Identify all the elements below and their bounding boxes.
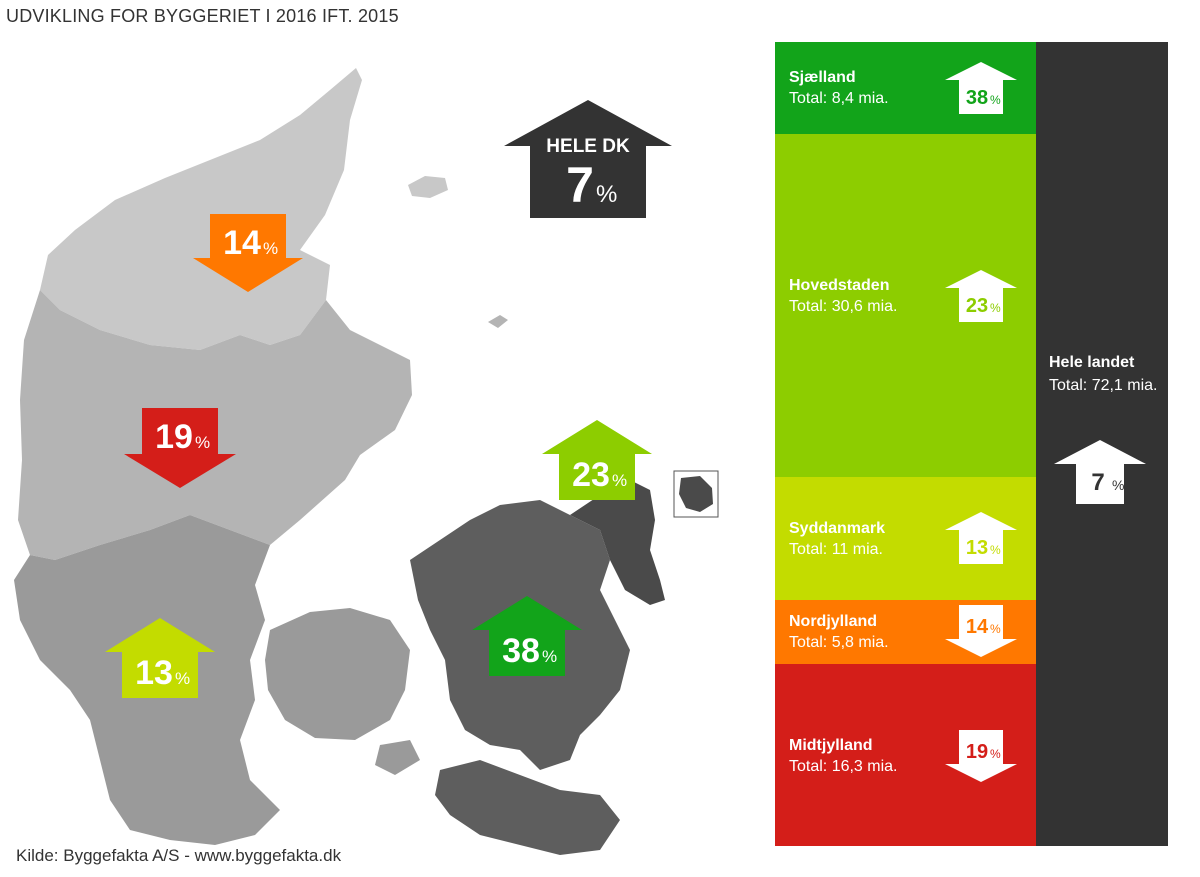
segment-pct-value: 13 [966, 537, 988, 559]
map-arrow-sjaelland-value: 38 [502, 632, 540, 670]
island-anholt [488, 315, 508, 328]
segment-name: Nordjylland [789, 613, 878, 630]
segment-pct-value: 23 [966, 295, 988, 317]
segment-hovedstaden: Hovedstaden Total: 30,6 mia. 23% [775, 134, 1036, 477]
map-arrow-sjaelland-up-icon [472, 596, 582, 676]
denmark-map: HELE DK7 %14 %19 %13 %38 %23% [14, 68, 719, 855]
region-sjaelland-lolland [435, 760, 620, 855]
map-arrow-national-unit: % [596, 181, 617, 208]
map-arrow-national-up-icon [504, 100, 672, 218]
map-arrow-national-value: 7 [566, 157, 594, 213]
segment-midtjylland: Midtjylland Total: 16,3 mia. 19% [775, 664, 1036, 846]
map-arrow-syddanmark-value: 13 [135, 654, 173, 692]
map-arrow-hovedstaden-up-icon [542, 420, 652, 500]
map-arrow-syddanmark-up-icon [105, 618, 215, 698]
region-hovedstaden-bornholm [679, 476, 713, 512]
segment-pct-unit: % [990, 747, 1001, 761]
region-nordjylland [40, 68, 362, 350]
segment-total: Total: 8,4 mia. [789, 90, 889, 107]
total-column: Hele landet Total: 72,1 mia. 7 % [1036, 42, 1168, 846]
segment-name: Hovedstaden [789, 277, 890, 294]
segment-name: Syddanmark [789, 520, 886, 537]
segment-arrow-down-icon: 14% [945, 605, 1017, 657]
segment-arrow-down-icon: 19% [945, 730, 1017, 782]
segment-total: Total: 11 mia. [789, 541, 883, 558]
map-arrow-hovedstaden-value: 23 [572, 456, 610, 494]
segment-pct-value: 19 [966, 741, 988, 763]
segment-sjælland: Sjælland Total: 8,4 mia. 38% [775, 42, 1036, 134]
segment-syddanmark: Syddanmark Total: 11 mia. 13% [775, 477, 1036, 600]
segment-arrow-up-icon: 23% [945, 270, 1017, 322]
segment-pct-unit: % [990, 622, 1001, 636]
chart-title: UDVIKLING FOR BYGGERIET I 2016 IFT. 2015 [6, 6, 399, 26]
source-note: Kilde: Byggefakta A/S - www.byggefakta.d… [16, 846, 342, 865]
total-arrow-up-icon: 7 % [1054, 440, 1146, 504]
total-amount: Total: 72,1 mia. [1049, 377, 1158, 394]
map-arrows: HELE DK7 %14 %19 %13 %38 %23% [105, 100, 672, 698]
segment-arrow-up-icon: 38% [945, 62, 1017, 114]
region-totals-panel: Sjælland Total: 8,4 mia. 38% Hovedstaden Tot… [775, 42, 1168, 846]
segment-total: Total: 30,6 mia. [789, 298, 898, 315]
segment-total: Total: 16,3 mia. [789, 758, 898, 775]
region-syddanmark-islands [375, 740, 420, 775]
segment-pct-unit: % [990, 543, 1001, 557]
map-arrow-midtjylland-down-icon [124, 408, 236, 488]
region-hovedstaden [570, 480, 665, 605]
segment-pct-value: 38 [966, 87, 988, 109]
segment-pct-unit: % [990, 301, 1001, 315]
segment-total: Total: 5,8 mia. [789, 634, 889, 651]
map-arrow-nordjylland-unit: % [263, 239, 278, 258]
segment-arrow-up-icon: 13% [945, 512, 1017, 564]
segment-nordjylland: Nordjylland Total: 5,8 mia. 14% [775, 600, 1036, 664]
island-laeso [408, 176, 448, 198]
region-syddanmark-funen [265, 608, 410, 740]
segment-pct-unit: % [990, 93, 1001, 107]
segment-name: Midtjylland [789, 737, 873, 754]
total-pct-value: 7 [1091, 469, 1104, 496]
map-arrow-hovedstaden-unit: % [612, 471, 627, 490]
map-arrow-midtjylland-unit: % [195, 433, 210, 452]
map-arrow-national-label: HELE DK [546, 136, 630, 157]
segment-name: Sjælland [789, 69, 856, 86]
map-arrow-nordjylland-value: 14 [223, 224, 261, 262]
total-pct-unit: % [1112, 477, 1124, 493]
map-arrow-midtjylland-value: 19 [155, 418, 193, 456]
segment-pct-value: 14 [966, 616, 989, 638]
map-arrow-syddanmark-unit: % [175, 669, 190, 688]
total-name: Hele landet [1049, 354, 1135, 371]
map-arrow-nordjylland-down-icon [193, 214, 303, 292]
map-arrow-sjaelland-unit: % [542, 647, 557, 666]
